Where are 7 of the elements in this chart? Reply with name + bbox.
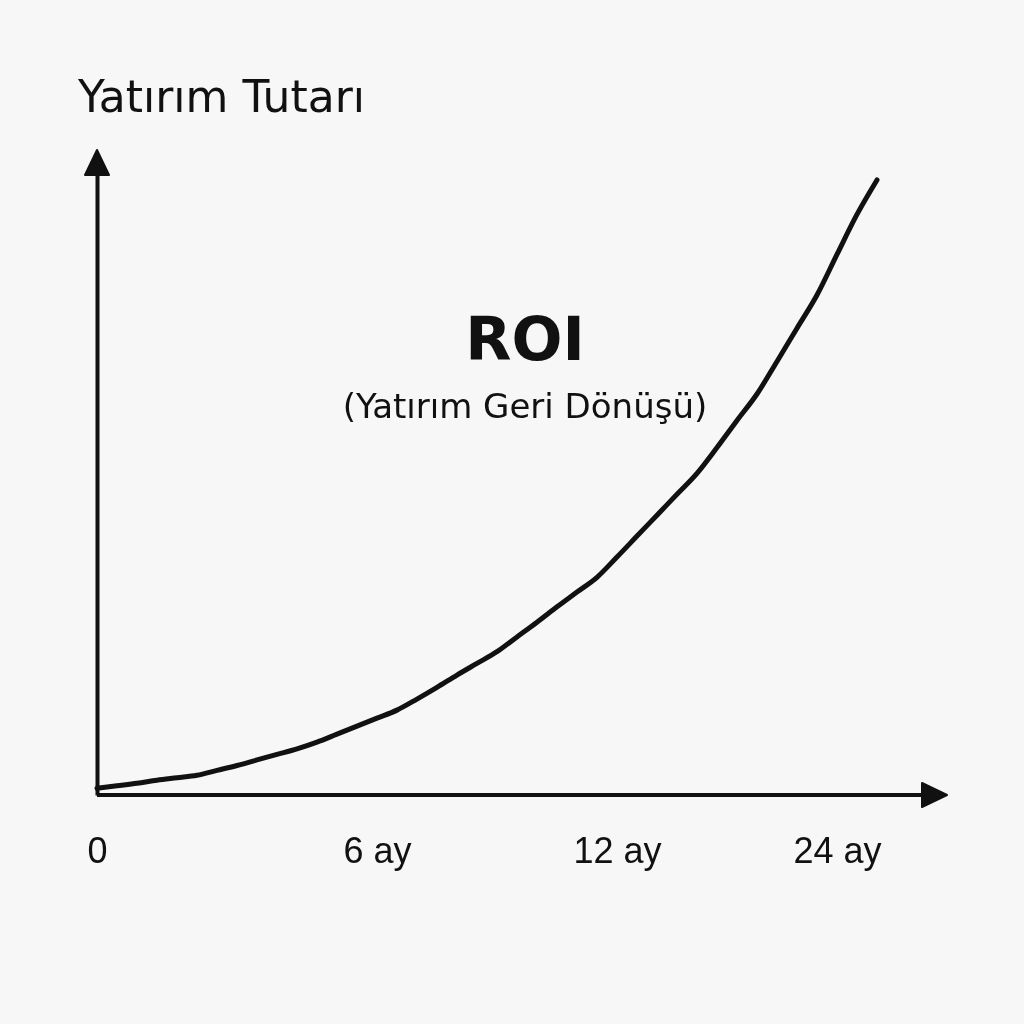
annotation: ROI — [465, 304, 585, 374]
x-tick-label: 12 ay — [573, 829, 662, 871]
x-tick-label: 24 ay — [793, 829, 882, 871]
y-axis-title: Yatırım Tutarı — [77, 71, 366, 122]
x-tick-label: 0 — [87, 829, 108, 871]
x-tick-label: 6 ay — [343, 829, 412, 871]
annotation: (Yatırım Geri Dönüşü) — [342, 386, 708, 426]
